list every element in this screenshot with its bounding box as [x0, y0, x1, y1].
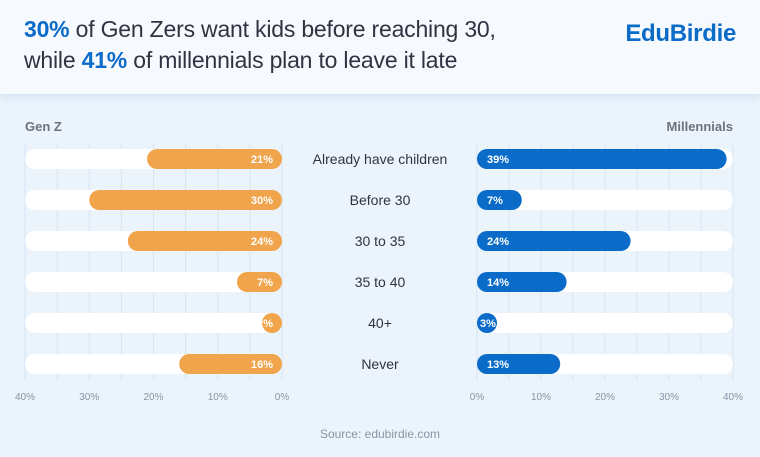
x-tick-right: 0% [470, 392, 485, 403]
genz-bar [237, 272, 282, 292]
x-tick-left: 10% [208, 392, 228, 403]
millennials-bar [477, 272, 567, 292]
track-left [25, 272, 282, 292]
x-tick-left: 40% [15, 392, 35, 403]
x-tick-right: 40% [723, 392, 743, 403]
genz-bar-label: 16% [251, 359, 273, 371]
category-label: Already have children [313, 151, 448, 167]
source-note: Source: edubirdie.com [319, 427, 441, 441]
genz-bar [179, 354, 282, 374]
edubirdie-logo: EduBirdie [625, 20, 736, 47]
track-right [477, 313, 733, 333]
x-tick-left: 30% [79, 392, 99, 403]
genz-bar [127, 231, 282, 251]
millennials-bar-label: 7% [487, 195, 503, 207]
genz-series-label: Gen Z [25, 119, 62, 134]
millennials-bar [477, 190, 522, 210]
millennials-bar-label: 13% [487, 359, 509, 371]
category-label: 30 to 35 [355, 233, 406, 249]
x-tick-left: 0% [275, 392, 290, 403]
genz-bar-label: 2% [257, 318, 273, 330]
title-line-2-prefix: while [24, 47, 82, 73]
category-label: Before 30 [350, 192, 411, 208]
genz-bar-label: 30% [251, 195, 273, 207]
category-label: 40+ [368, 315, 392, 331]
x-tick-right: 20% [595, 392, 615, 403]
millennials-bar [477, 149, 727, 169]
genz-bar-label: 24% [251, 236, 273, 248]
genz-bar-label: 21% [251, 154, 273, 166]
millennials-bar [477, 313, 497, 333]
genz-bar [262, 313, 282, 333]
category-label: 35 to 40 [355, 274, 406, 290]
title-line-2: of millennials plan to leave it late [127, 47, 458, 73]
millennials-bar-label: 3% [480, 318, 496, 330]
x-tick-right: 10% [531, 392, 551, 403]
chart-title: 30% of Gen Zers want kids before reachin… [24, 14, 496, 76]
millennials-bar-label: 39% [487, 154, 509, 166]
x-tick-right: 30% [659, 392, 679, 403]
category-label: Never [361, 356, 399, 372]
track-left [25, 313, 282, 333]
millennials-bar [477, 231, 631, 251]
millennials-bar-label: 14% [487, 277, 509, 289]
title-line-1: of Gen Zers want kids before reaching 30… [69, 16, 496, 42]
millennials-bar [477, 354, 561, 374]
header: 30% of Gen Zers want kids before reachin… [0, 0, 760, 94]
track-right [477, 190, 733, 210]
genz-bar-label: 7% [257, 277, 273, 289]
genz-bar [89, 190, 282, 210]
title-highlight-2: 41% [81, 47, 128, 73]
millennials-series-label: Millennials [666, 119, 733, 134]
title-highlight-1: 30% [24, 16, 70, 42]
genz-bar [147, 149, 282, 169]
x-tick-left: 20% [143, 392, 163, 403]
millennials-bar-label: 24% [487, 236, 509, 248]
